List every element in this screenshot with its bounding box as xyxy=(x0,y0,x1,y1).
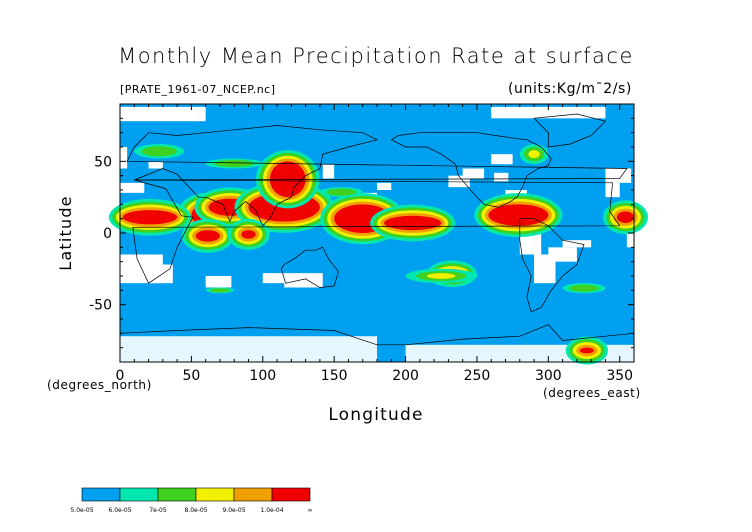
x-tick-label: 100 xyxy=(249,368,276,384)
precip-region xyxy=(405,268,477,284)
x-tick-label: 150 xyxy=(321,368,348,384)
precip-region xyxy=(108,198,192,236)
precip-contour-level-2 xyxy=(209,288,230,293)
colorbar-swatch xyxy=(233,487,273,502)
colorbar-swatch xyxy=(271,487,311,502)
coastline xyxy=(280,246,339,288)
colorbar-swatch xyxy=(157,487,197,502)
y-tick-label: 0 xyxy=(103,226,112,242)
missing-data-patch xyxy=(562,240,592,248)
missing-data-patch xyxy=(548,247,577,262)
precip-region xyxy=(319,187,363,198)
missing-data-patch xyxy=(462,168,485,179)
colorbar-tick-label: 7e-05 xyxy=(149,507,167,514)
precip-region xyxy=(565,336,609,365)
colorbar-tick-label: 1.0e-04 xyxy=(260,507,284,514)
precip-contour-level-5 xyxy=(488,204,549,226)
precip-contour-level-5 xyxy=(195,230,220,242)
precip-contour-level-2 xyxy=(141,146,177,157)
precip-contour-level-5 xyxy=(579,347,595,354)
coastline xyxy=(119,324,635,346)
y-tick-label: 50 xyxy=(94,154,112,170)
plot-area xyxy=(108,104,648,365)
x-tick-label: 300 xyxy=(535,368,562,384)
missing-data-patch xyxy=(120,336,377,362)
colorbar-tick-label: 5.0e-05 xyxy=(70,507,94,514)
precip-region xyxy=(474,193,563,238)
missing-data-patch xyxy=(626,233,634,248)
precip-region xyxy=(602,200,648,235)
colorbar-tick-label: 8.0e-05 xyxy=(184,507,208,514)
missing-data-patch xyxy=(448,175,470,188)
chart-title: Monthly Mean Precipitation Rate at surfa… xyxy=(118,44,634,68)
x-tick-label: 50 xyxy=(182,368,200,384)
precip-contour-level-3 xyxy=(528,150,540,159)
colorbar-swatch xyxy=(119,487,159,502)
precip-region xyxy=(562,283,606,294)
coastline xyxy=(533,113,607,148)
missing-data-patch xyxy=(491,106,606,119)
units-label: (units:Kg/m¯2/s) xyxy=(508,81,632,97)
x-tick-label: 0 xyxy=(116,368,125,384)
missing-data-patch xyxy=(120,147,128,169)
missing-data-patch xyxy=(148,161,163,169)
file-label: [PRATE_1961-07_NCEP.nc] xyxy=(120,83,276,96)
colorbar-tick-label: 9.0e-05 xyxy=(222,507,246,514)
colorbar-swatch xyxy=(195,487,235,502)
x-axis-label: Longitude xyxy=(328,405,424,425)
missing-data-patch xyxy=(491,154,513,165)
precip-contour-level-5 xyxy=(616,211,635,223)
precip-contour-level-5 xyxy=(122,210,178,225)
coastline xyxy=(391,132,552,208)
coastline xyxy=(126,125,628,227)
axes: 0 50 100 150 200 250 300 350 -50 0 50 xyxy=(89,103,635,384)
missing-data-patch xyxy=(120,182,145,193)
x-tick-label: 250 xyxy=(464,368,491,384)
coastline xyxy=(132,179,621,284)
missing-data-patch xyxy=(262,273,285,284)
y-tick-label: -50 xyxy=(89,298,112,314)
precip-region xyxy=(205,158,263,169)
precip-contour-level-2 xyxy=(326,188,357,196)
precip-region xyxy=(227,218,270,250)
precip-region xyxy=(134,144,185,159)
coastline xyxy=(519,218,585,313)
precip-region xyxy=(205,287,235,294)
precip-region xyxy=(370,204,456,242)
x-tick-label: 350 xyxy=(606,368,633,384)
missing-data-patch xyxy=(205,276,232,288)
missing-data-patch xyxy=(605,182,620,198)
y-unit-label: (degrees_north) xyxy=(47,378,152,392)
missing-data-patch xyxy=(120,106,206,122)
colorbar-swatch xyxy=(81,487,121,502)
precip-contour-level-3 xyxy=(426,273,456,279)
colorbar-tick-label: 6.0e-05 xyxy=(108,507,132,514)
coastlines xyxy=(119,113,635,346)
precip-contour-level-2 xyxy=(569,284,600,292)
missing-data-patch xyxy=(605,168,632,183)
precip-contour-level-5 xyxy=(384,215,442,231)
colorbar-tick-label: ∞ xyxy=(307,507,313,514)
missing-data-patch xyxy=(322,164,335,179)
precip-region xyxy=(519,144,549,165)
colorbar xyxy=(81,487,311,502)
missing-data-patch xyxy=(494,172,509,182)
missing-data-patch xyxy=(284,273,323,288)
y-axis-label: Latitude xyxy=(56,195,75,271)
missing-data-patch xyxy=(148,264,173,284)
x-tick-label: 200 xyxy=(392,368,419,384)
missing-data-patch xyxy=(377,182,392,190)
x-unit-label: (degrees_east) xyxy=(543,386,641,400)
precip-contour-level-2 xyxy=(214,159,255,167)
precip-contour-level-5 xyxy=(241,230,256,239)
